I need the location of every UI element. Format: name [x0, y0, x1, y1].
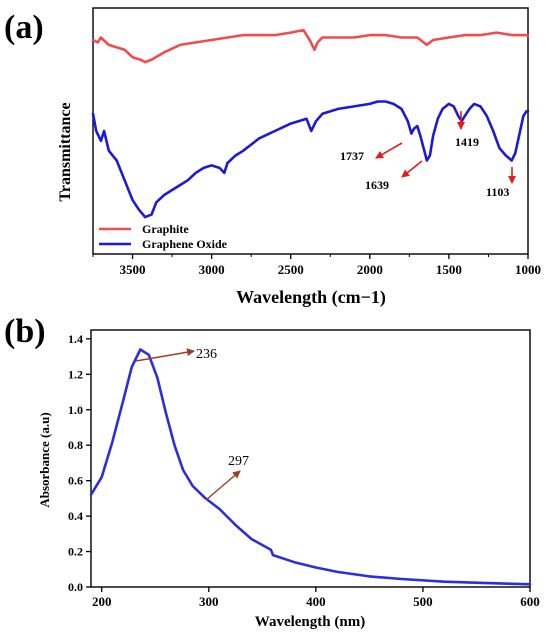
legend-label-graphite: Graphite — [142, 222, 189, 236]
x-tick-label-b: 500 — [413, 594, 433, 609]
peak-annotations-b: 236 297 — [135, 347, 249, 501]
x-tick-label-b: 300 — [199, 594, 219, 609]
y-axis-label-a: Transmittance — [57, 102, 74, 201]
annotation-1639: 1639 — [365, 178, 389, 192]
y-tick-label-b: 1.0 — [68, 403, 83, 417]
peak-annotations-a: 1737 1639 1419 1103 — [340, 111, 516, 199]
series-line-graphene-oxide — [91, 100, 530, 219]
x-tick-label-b: 200 — [92, 594, 112, 609]
x-axis-label-b: Wavelength (nm) — [255, 614, 365, 630]
series-line-graphite — [91, 28, 530, 64]
legend-a: Graphite Graphene Oxide — [99, 222, 228, 251]
x-axis-label-a: Wavelength (cm−1) — [236, 287, 386, 308]
annotation-236: 236 — [196, 347, 217, 362]
x-tick-label-a: 3000 — [199, 262, 225, 277]
series-line-absorbance — [89, 348, 532, 586]
y-tick-label-b: 0.4 — [68, 509, 83, 523]
legend-label-graphene-oxide: Graphene Oxide — [142, 237, 228, 251]
x-tick-label-b: 600 — [520, 594, 540, 609]
x-tick-label-a: 2500 — [278, 262, 304, 277]
plot-b-frame — [90, 329, 531, 588]
y-axis-label-b: Absorbance (a.u) — [37, 412, 52, 507]
plot-a-frame — [92, 7, 529, 255]
y-tick-label-b: 0.6 — [68, 474, 83, 488]
annotation-1419: 1419 — [455, 135, 479, 149]
x-tick-label-a: 3500 — [120, 262, 146, 277]
arrow-297 — [205, 470, 241, 501]
panel-b-label: (b) — [4, 313, 46, 350]
arrow-1737 — [375, 142, 403, 159]
panel-a-label: (a) — [4, 9, 44, 46]
annotation-1103: 1103 — [486, 185, 509, 199]
x-tick-label-a: 1500 — [436, 262, 462, 277]
y-tick-label-b: 1.4 — [68, 332, 83, 346]
x-tick-label-a: 2000 — [357, 262, 383, 277]
x-tick-label-a: 1000 — [515, 262, 541, 277]
y-tick-label-b: 0.8 — [68, 438, 83, 452]
y-tick-label-b: 1.2 — [68, 367, 83, 381]
panel-b: (b) 200 300 400 500 600 0.0 0.2 0.4 0.6 0.8 1.0 1.2… — [4, 313, 540, 630]
y-tick-label-b: 0.0 — [68, 580, 83, 594]
arrow-236 — [135, 348, 195, 362]
annotation-1737: 1737 — [340, 149, 364, 163]
panel-a: (a) 3500 3000 2500 2000 1500 1000 Transmittan… — [4, 7, 541, 308]
x-tick-label-b: 400 — [306, 594, 326, 609]
arrow-1639 — [401, 160, 423, 178]
annotation-297: 297 — [228, 454, 249, 469]
y-tick-label-b: 0.2 — [68, 545, 83, 559]
